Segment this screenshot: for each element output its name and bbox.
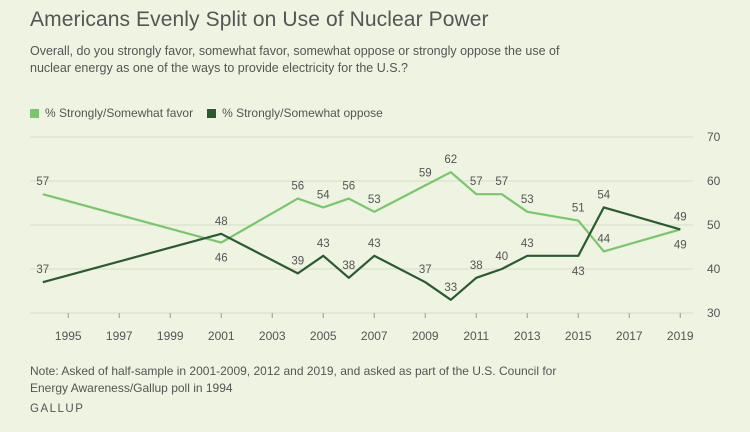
y-tick-label: 40 bbox=[707, 262, 721, 276]
x-tick-label: 2007 bbox=[361, 329, 388, 343]
data-label-favor: 53 bbox=[368, 194, 381, 206]
chart-legend: % Strongly/Somewhat favor % Strongly/Som… bbox=[30, 106, 397, 120]
data-label-favor: 57 bbox=[36, 176, 49, 188]
legend-item-oppose: % Strongly/Somewhat oppose bbox=[207, 106, 383, 120]
legend-label-oppose: % Strongly/Somewhat oppose bbox=[222, 106, 383, 120]
chart-note: Note: Asked of half-sample in 2001-2009,… bbox=[30, 364, 557, 395]
x-tick-label: 2009 bbox=[412, 329, 439, 343]
legend-swatch-favor bbox=[30, 108, 39, 118]
chart-subtitle: Overall, do you strongly favor, somewhat… bbox=[30, 44, 560, 75]
y-tick-label: 60 bbox=[707, 174, 721, 188]
data-label-oppose: 40 bbox=[495, 251, 508, 263]
legend-swatch-oppose bbox=[207, 108, 217, 118]
data-label-favor: 53 bbox=[521, 194, 534, 206]
y-tick-label: 70 bbox=[707, 130, 721, 144]
data-label-favor: 56 bbox=[342, 181, 355, 193]
data-label-oppose: 37 bbox=[419, 264, 432, 276]
x-tick-label: 2013 bbox=[514, 329, 541, 343]
data-label-oppose: 49 bbox=[674, 211, 687, 223]
x-tick-label: 2001 bbox=[208, 329, 235, 343]
data-label-favor: 57 bbox=[495, 176, 508, 188]
legend-label-favor: % Strongly/Somewhat favor bbox=[45, 106, 194, 120]
data-label-favor: 54 bbox=[317, 189, 330, 201]
x-tick-label: 1995 bbox=[55, 329, 82, 343]
source-label: GALLUP bbox=[30, 403, 85, 415]
legend-item-favor: % Strongly/Somewhat favor bbox=[30, 106, 193, 120]
x-tick-label: 2015 bbox=[565, 329, 592, 343]
data-label-oppose: 48 bbox=[215, 216, 228, 228]
data-label-favor: 62 bbox=[444, 154, 457, 166]
x-tick-label: 2019 bbox=[667, 329, 694, 343]
data-label-favor: 49 bbox=[674, 239, 687, 251]
data-label-favor: 44 bbox=[597, 233, 610, 245]
data-label-oppose: 43 bbox=[368, 238, 381, 250]
data-label-favor: 46 bbox=[215, 253, 228, 265]
series-line-oppose bbox=[42, 206, 681, 301]
data-label-oppose: 38 bbox=[470, 260, 483, 272]
x-tick-label: 2011 bbox=[463, 329, 489, 343]
series-line-favor bbox=[42, 171, 681, 253]
data-label-oppose: 39 bbox=[291, 255, 304, 267]
chart-title: Americans Evenly Split on Use of Nuclear… bbox=[30, 8, 489, 31]
data-label-oppose: 43 bbox=[521, 238, 534, 250]
data-label-favor: 56 bbox=[291, 181, 304, 193]
data-label-oppose: 37 bbox=[36, 264, 49, 276]
data-label-oppose: 43 bbox=[317, 238, 330, 250]
x-tick-label: 2005 bbox=[310, 329, 337, 343]
x-tick-label: 1999 bbox=[157, 329, 184, 343]
x-tick-label: 1997 bbox=[106, 329, 133, 343]
data-label-favor: 59 bbox=[419, 167, 432, 179]
data-label-oppose: 38 bbox=[342, 260, 355, 272]
data-label-oppose: 33 bbox=[444, 282, 457, 294]
x-tick-label: 2003 bbox=[259, 329, 286, 343]
data-label-oppose: 54 bbox=[597, 189, 610, 201]
y-tick-label: 30 bbox=[707, 306, 721, 320]
y-tick-label: 50 bbox=[707, 218, 721, 232]
data-label-favor: 51 bbox=[572, 203, 585, 215]
x-tick-label: 2017 bbox=[616, 329, 643, 343]
data-label-favor: 57 bbox=[470, 176, 483, 188]
data-label-oppose: 43 bbox=[572, 266, 585, 278]
